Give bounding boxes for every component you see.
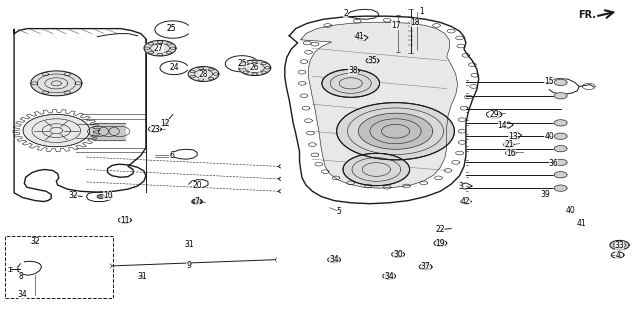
Text: 12: 12 xyxy=(161,119,170,128)
Text: 25: 25 xyxy=(166,24,177,33)
Polygon shape xyxy=(188,67,219,81)
Text: 7: 7 xyxy=(195,197,200,206)
Text: 42: 42 xyxy=(461,197,471,206)
Polygon shape xyxy=(76,124,93,138)
Text: 15: 15 xyxy=(544,77,554,86)
Text: 31: 31 xyxy=(137,272,147,281)
Text: 1: 1 xyxy=(419,7,424,16)
Polygon shape xyxy=(337,103,454,160)
Polygon shape xyxy=(239,60,271,76)
Text: 37: 37 xyxy=(420,262,431,271)
Polygon shape xyxy=(301,22,458,188)
Text: 20: 20 xyxy=(192,181,202,189)
Text: 41: 41 xyxy=(576,219,586,228)
Text: 19: 19 xyxy=(435,239,445,248)
Text: 31: 31 xyxy=(184,240,194,248)
Text: 38: 38 xyxy=(348,67,358,75)
Text: 17: 17 xyxy=(390,21,401,30)
Text: 3: 3 xyxy=(458,182,463,191)
Text: 25: 25 xyxy=(237,59,247,68)
Text: 41: 41 xyxy=(355,32,365,41)
Text: 35: 35 xyxy=(367,56,378,65)
Polygon shape xyxy=(97,195,105,198)
Text: 11: 11 xyxy=(120,216,129,225)
Text: 25: 25 xyxy=(166,24,177,33)
Text: 16: 16 xyxy=(506,149,516,157)
Text: 21: 21 xyxy=(504,140,513,149)
Text: 22: 22 xyxy=(436,225,445,234)
Text: 6: 6 xyxy=(169,151,174,160)
Polygon shape xyxy=(554,159,567,165)
Text: 8: 8 xyxy=(18,272,23,281)
Polygon shape xyxy=(23,114,90,147)
Text: 40: 40 xyxy=(566,207,576,215)
Text: 28: 28 xyxy=(199,70,208,78)
Text: 34: 34 xyxy=(384,272,394,281)
Text: 13: 13 xyxy=(508,132,518,141)
Bar xyxy=(5,236,113,298)
Text: 24: 24 xyxy=(169,63,179,72)
Polygon shape xyxy=(104,123,114,140)
Text: 26: 26 xyxy=(250,63,260,72)
Polygon shape xyxy=(343,153,410,186)
Text: 4: 4 xyxy=(615,251,620,259)
Polygon shape xyxy=(554,133,567,139)
Polygon shape xyxy=(322,69,380,97)
Polygon shape xyxy=(114,123,125,140)
Text: FR.: FR. xyxy=(579,10,596,20)
Polygon shape xyxy=(144,40,176,56)
Text: 33: 33 xyxy=(614,241,625,249)
Polygon shape xyxy=(358,113,433,149)
Polygon shape xyxy=(554,120,567,126)
Polygon shape xyxy=(285,16,479,204)
Polygon shape xyxy=(192,199,202,204)
Text: 14: 14 xyxy=(497,121,508,129)
Text: 32: 32 xyxy=(30,238,40,246)
Text: 9: 9 xyxy=(186,262,191,270)
Text: 5: 5 xyxy=(337,207,342,216)
Polygon shape xyxy=(31,71,82,96)
Text: 30: 30 xyxy=(393,250,403,259)
Text: 29: 29 xyxy=(489,110,499,119)
Text: 40: 40 xyxy=(544,132,554,141)
Text: 23: 23 xyxy=(150,125,160,133)
Text: 34: 34 xyxy=(17,290,28,299)
Text: 27: 27 xyxy=(154,44,164,53)
Polygon shape xyxy=(554,93,567,99)
Text: 39: 39 xyxy=(540,190,550,199)
Text: 36: 36 xyxy=(548,159,559,168)
Polygon shape xyxy=(554,79,567,86)
Text: 2: 2 xyxy=(343,10,348,18)
Polygon shape xyxy=(610,240,629,250)
Polygon shape xyxy=(14,29,146,202)
Polygon shape xyxy=(93,123,104,140)
Text: 34: 34 xyxy=(329,255,339,264)
Text: 32: 32 xyxy=(68,191,79,200)
Text: 10: 10 xyxy=(102,191,113,200)
Polygon shape xyxy=(554,185,567,191)
Polygon shape xyxy=(554,146,567,152)
Polygon shape xyxy=(554,172,567,178)
Text: 18: 18 xyxy=(410,18,419,27)
